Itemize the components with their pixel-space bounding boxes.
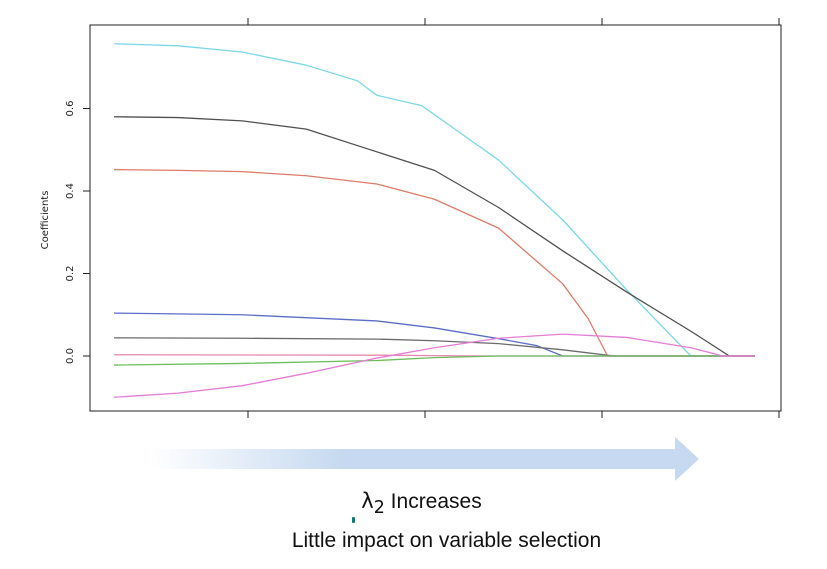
series-line-4: [113, 312, 755, 357]
series-line-8: [113, 333, 755, 398]
increase-arrow: [150, 437, 699, 481]
y-tick-label: 0.4: [65, 183, 76, 199]
lambda-symbol: λ: [361, 489, 374, 513]
lambda-caption: λ2 Increases: [8, 489, 827, 518]
selection-caption: Little impact on variable selection: [291, 529, 602, 552]
y-tick-label: 0.2: [65, 266, 76, 282]
series-layer: [113, 43, 755, 398]
lambda-caption-text: Increases: [384, 490, 482, 513]
y-tick-label: 0.0: [65, 348, 76, 364]
series-line-1: [113, 43, 755, 357]
y-tick-label: 0.6: [65, 101, 76, 117]
series-line-5: [113, 337, 755, 357]
y-axis-label: Coefficients: [40, 191, 51, 250]
series-line-7: [113, 355, 755, 366]
lambda-subscript: 2: [373, 498, 385, 519]
series-line-3: [113, 168, 755, 357]
plot-frame: [89, 24, 782, 412]
x-axis-ticks: [247, 18, 780, 418]
green-dot-mark: [352, 517, 355, 523]
series-line-2: [113, 116, 755, 357]
y-axis: 0.0 0.2 0.4 0.6: [65, 101, 90, 364]
